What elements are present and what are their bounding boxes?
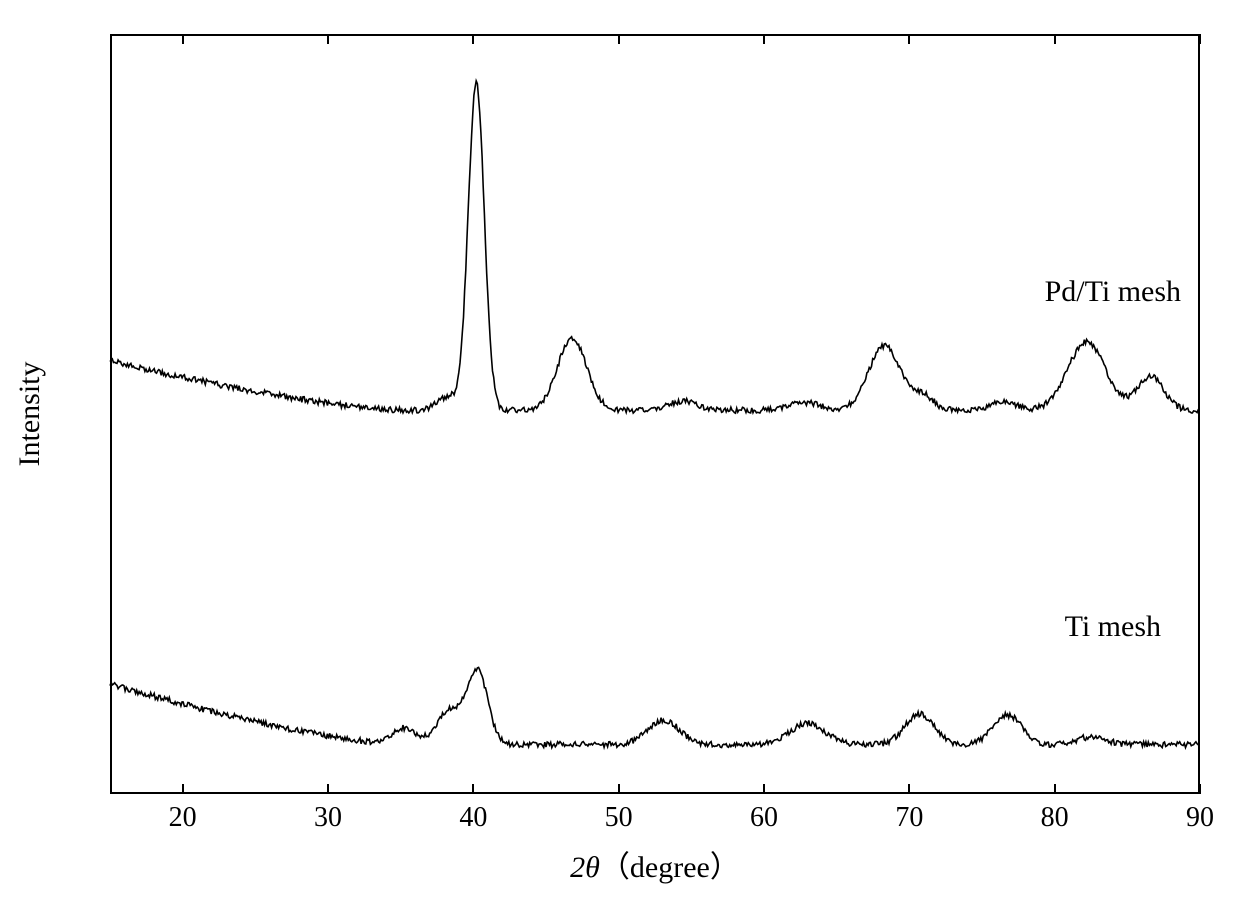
x-tick — [182, 784, 184, 794]
x-tick — [327, 784, 329, 794]
x-tick-label: 30 — [314, 802, 342, 834]
x-tick-top — [618, 34, 620, 44]
x-tick — [908, 784, 910, 794]
x-tick — [472, 784, 474, 794]
x-tick-top — [327, 34, 329, 44]
x-tick-label: 60 — [750, 802, 778, 834]
x-tick-top — [1199, 34, 1201, 44]
x-tick — [763, 784, 765, 794]
curve-layer — [0, 0, 1240, 904]
x-tick — [1054, 784, 1056, 794]
series-curve — [110, 81, 1199, 413]
x-tick-top — [1054, 34, 1056, 44]
x-tick-label: 40 — [459, 802, 487, 834]
x-tick-label: 50 — [605, 802, 633, 834]
series-curve — [110, 667, 1199, 747]
x-tick — [1199, 784, 1201, 794]
x-tick-top — [908, 34, 910, 44]
x-tick-label: 90 — [1186, 802, 1214, 834]
series-label: Pd/Ti mesh — [1045, 275, 1181, 309]
x-tick-top — [472, 34, 474, 44]
series-label: Ti mesh — [1065, 610, 1161, 644]
x-tick-top — [763, 34, 765, 44]
x-tick-top — [182, 34, 184, 44]
x-tick-label: 70 — [895, 802, 923, 834]
x-tick — [618, 784, 620, 794]
x-tick-label: 20 — [169, 802, 197, 834]
xrd-chart: Intensity 2θ（degree） 2030405060708090 Pd… — [0, 0, 1240, 904]
x-tick-label: 80 — [1041, 802, 1069, 834]
